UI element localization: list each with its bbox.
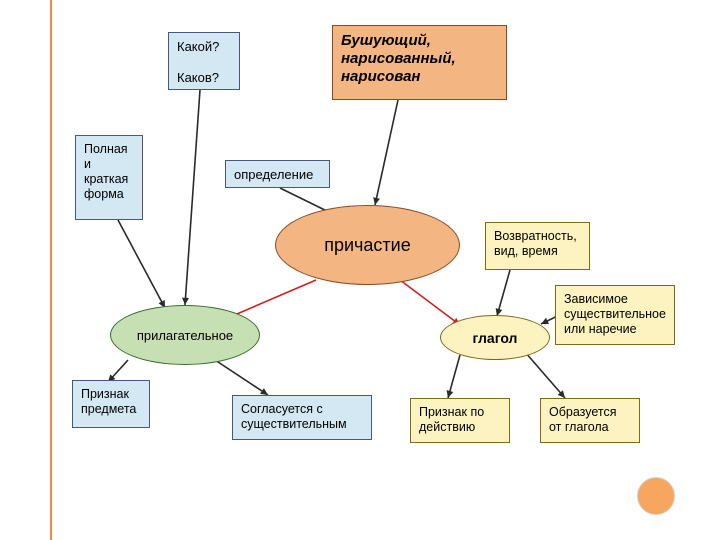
- node-examples: Бушующий, нарисованный, нарисован: [332, 25, 507, 100]
- ellipse-glagol: глагол: [440, 315, 550, 360]
- node-kakoy: Какой? Каков?: [168, 32, 240, 90]
- node-examples-text: Бушующий, нарисованный, нарисован: [341, 32, 456, 85]
- node-vozvratnost-text: Возвратность, вид, время: [494, 229, 577, 258]
- node-opredelenie: определение: [225, 160, 330, 188]
- node-zavisimoe: Зависимое существительное или наречие: [555, 285, 675, 345]
- ellipse-prilagatelnoe: прилагательное: [110, 305, 260, 365]
- ellipse-prichastie-text: причастие: [324, 235, 411, 256]
- node-priznak-po-deistviyu: Признак по действию: [410, 398, 510, 443]
- node-full-short-form: Полная и краткая форма: [75, 135, 143, 220]
- node-soglasuetsya-text: Согласуется с существительным: [241, 402, 347, 431]
- corner-decoration-dot: [637, 477, 675, 515]
- node-opredelenie-text: определение: [234, 167, 313, 182]
- node-obrazuetsya-text: Образуется от глагола: [549, 405, 617, 434]
- node-full-short-form-text: Полная и краткая форма: [84, 142, 128, 201]
- node-vozvratnost: Возвратность, вид, время: [485, 222, 590, 270]
- node-zavisimoe-text: Зависимое существительное или наречие: [564, 292, 666, 336]
- node-priznak-predmeta: Признак предмета: [72, 380, 150, 428]
- side-accent-band: [0, 0, 52, 540]
- node-kakoy-text: Какой? Каков?: [177, 39, 219, 85]
- node-obrazuetsya: Образуется от глагола: [540, 398, 640, 443]
- ellipse-prichastie: причастие: [275, 205, 460, 285]
- node-priznak-po-deistviyu-text: Признак по действию: [419, 405, 484, 434]
- ellipse-prilagatelnoe-text: прилагательное: [137, 328, 233, 343]
- node-priznak-predmeta-text: Признак предмета: [81, 387, 136, 416]
- ellipse-glagol-text: глагол: [473, 330, 518, 346]
- node-soglasuetsya: Согласуется с существительным: [232, 395, 372, 440]
